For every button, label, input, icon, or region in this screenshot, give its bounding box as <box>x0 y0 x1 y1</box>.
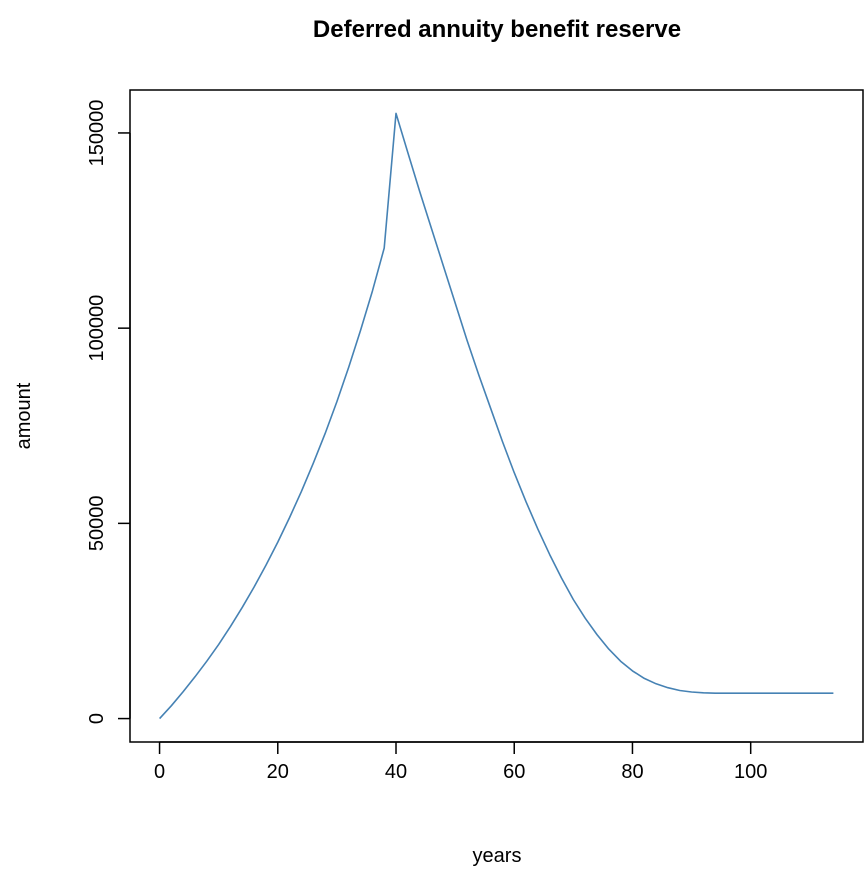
y-axis-label: amount <box>13 382 35 449</box>
x-axis: 0 20 40 60 80 100 <box>154 741 767 783</box>
chart-title: Deferred annuity benefit reserve <box>313 16 681 43</box>
x-axis-label: years <box>473 845 522 867</box>
x-tick-label: 80 <box>621 761 643 783</box>
series-layer <box>159 112 834 720</box>
series-line <box>159 112 834 720</box>
y-tick-label: 50000 <box>86 496 108 552</box>
x-tick-label: 40 <box>385 761 407 783</box>
x-tick-label: 0 <box>154 761 165 783</box>
x-tick-label: 20 <box>267 761 289 783</box>
plot-area-frame <box>129 89 864 743</box>
y-axis: 0 50000 100000 150000 <box>86 100 131 724</box>
x-tick-label: 60 <box>503 761 525 783</box>
y-tick-label: 0 <box>86 713 108 724</box>
y-tick-label: 150000 <box>86 100 108 167</box>
x-tick-label: 100 <box>734 761 767 783</box>
y-tick-label: 100000 <box>86 295 108 362</box>
